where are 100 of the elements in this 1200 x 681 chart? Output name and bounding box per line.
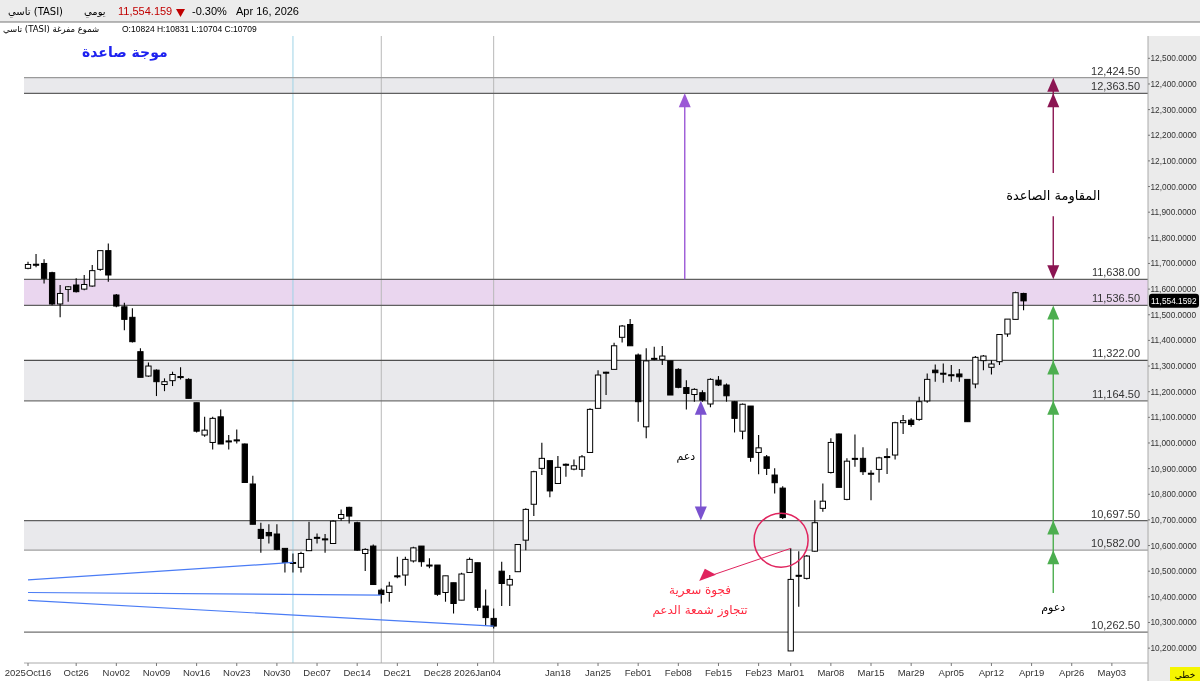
annotation: دعوم [1041, 601, 1066, 615]
y-tick-label: 11,300.0000 [1150, 361, 1197, 372]
candlestick [610, 342, 618, 370]
y-tick-label: 12,400.0000 [1150, 78, 1198, 89]
candlestick [313, 532, 321, 545]
candlestick [257, 522, 264, 554]
x-tick-label: Nov02 [102, 667, 131, 678]
x-tick-label: 2025Oct16 [4, 667, 52, 678]
x-tick-label: Dec28 [423, 667, 452, 678]
candlestick [305, 521, 313, 552]
text: 11,554.1592 [1151, 296, 1197, 307]
candlestick [40, 258, 48, 285]
text: موجة صاعدة [82, 44, 168, 61]
x-tick-label: May03 [1097, 667, 1127, 678]
ref-line-label: 11,164.50 [1091, 387, 1140, 400]
annotation: تتجاوز شمعة الدعم [652, 603, 748, 619]
text: -0.30% [192, 5, 228, 17]
candlestick [538, 442, 545, 476]
x-tick-label: Oct26 [63, 667, 89, 678]
candlestick [32, 253, 40, 268]
x-tick-label: Feb23 [745, 667, 773, 678]
ref-line-label: 11,536.50 [1091, 292, 1140, 305]
candlestick [627, 318, 634, 347]
candlestick [578, 454, 586, 478]
y-tick-label: 10,800.0000 [1150, 489, 1198, 500]
ref-line-label: 11,638.00 [1091, 266, 1140, 279]
y-tick-label: 11,100.0000 [1150, 412, 1197, 423]
y-tick-label: 12,000.0000 [1150, 181, 1198, 192]
candlestick [859, 446, 867, 476]
annotation: فجوة سعرية [668, 583, 732, 599]
candlestick [771, 467, 778, 495]
y-tick-label: 12,200.0000 [1150, 130, 1198, 141]
x-tick-label: Apr12 [978, 667, 1005, 678]
candlestick [924, 372, 931, 404]
candlestick [851, 433, 859, 468]
x-tick-label: Nov23 [223, 667, 251, 678]
candlestick [883, 447, 891, 475]
candlestick [185, 377, 192, 399]
x-tick-label: Apr26 [1059, 667, 1085, 678]
candlestick [875, 456, 883, 484]
x-tick-label: Jan25 [585, 667, 611, 678]
x-tick-label: Feb01 [624, 667, 652, 678]
ref-line-label: 12,424.50 [1091, 64, 1140, 77]
candlestick [297, 551, 305, 574]
x-tick-label: Mar15 [857, 667, 885, 678]
x-tick-label: Nov16 [182, 667, 211, 678]
x-tick-label: Mar08 [817, 667, 845, 678]
y-tick-label: 10,600.0000 [1150, 540, 1198, 551]
y-tick-label: 12,100.0000 [1150, 155, 1198, 166]
candlestick [763, 454, 770, 476]
candlestick [570, 458, 578, 471]
candlestick [899, 414, 907, 435]
x-tick-label: Nov09 [142, 667, 171, 678]
annotation: دعم [676, 449, 696, 463]
ref-line-label: 11,322.00 [1091, 347, 1140, 360]
y-tick-label: 11,900.0000 [1150, 207, 1197, 218]
candlestick [265, 523, 273, 545]
y-tick-label: 12,300.0000 [1150, 104, 1198, 115]
x-tick-label: Dec21 [383, 667, 412, 678]
y-tick-label: 11,800.0000 [1150, 232, 1197, 243]
text: تاسي (TASI) شموع مفرغة [3, 24, 100, 34]
candlestick [321, 533, 329, 554]
y-tick-label: 10,900.0000 [1150, 463, 1198, 474]
candlestick [273, 523, 281, 551]
y-tick-label: 10,700.0000 [1150, 514, 1198, 525]
x-tick-label: Mar29 [897, 667, 925, 678]
candlestick [867, 469, 875, 501]
x-tick-label: Feb15 [705, 667, 732, 678]
y-tick-label: 10,300.0000 [1150, 617, 1198, 628]
ref-line-label: 10,582.00 [1091, 537, 1140, 550]
ref-line-label: 12,363.50 [1091, 80, 1140, 93]
y-tick-label: 10,200.0000 [1150, 643, 1198, 654]
x-tick-label: Apr05 [938, 667, 964, 678]
x-tick-label: Dec07 [303, 667, 331, 678]
x-tick-label: Mar01 [777, 667, 805, 678]
x-tick-label: 2026Jan04 [454, 667, 502, 678]
candlestick [554, 455, 562, 485]
text: 11,554.159 [118, 5, 173, 17]
x-tick-label: Apr19 [1018, 667, 1045, 678]
y-tick-label: 10,400.0000 [1150, 591, 1198, 602]
y-tick-label: 11,000.0000 [1150, 437, 1197, 448]
candlestick [819, 482, 826, 513]
y-tick-label: 10,500.0000 [1150, 566, 1198, 577]
y-tick-label: 11,500.0000 [1150, 309, 1197, 320]
text: O:10824 H:10831 L:10704 C:10709 [122, 24, 257, 34]
x-tick-label: Nov30 [263, 667, 291, 678]
x-tick-label: Jan18 [544, 667, 571, 678]
text: Apr 16, 2026 [236, 5, 299, 17]
y-tick-label: 11,700.0000 [1150, 258, 1197, 269]
x-tick-label: Dec14 [343, 667, 371, 678]
ref-line-label: 10,262.50 [1091, 619, 1140, 632]
y-tick-label: 12,500.0000 [1150, 53, 1198, 64]
x-tick-label: Feb08 [664, 667, 692, 678]
candlestick [916, 396, 923, 422]
y-tick-label: 11,600.0000 [1150, 284, 1197, 295]
text: خطي [1174, 670, 1196, 680]
annotation: المقاومة الصاعدة [1006, 187, 1101, 204]
text: تاسي (TASI) [8, 6, 64, 18]
ref-line-label: 10,697.50 [1091, 507, 1140, 520]
y-tick-label: 11,200.0000 [1150, 386, 1197, 397]
